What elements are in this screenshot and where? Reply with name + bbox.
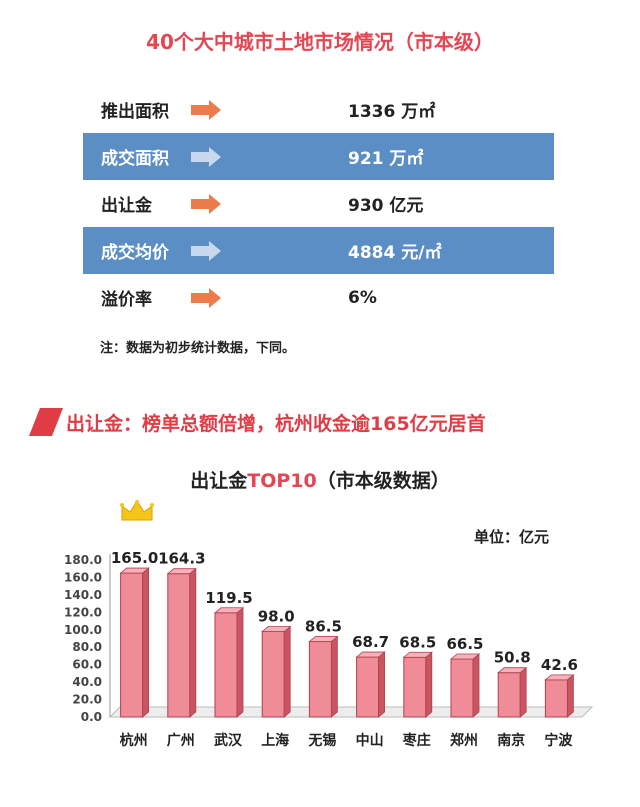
y-tick-label: 180.0 [64, 553, 102, 567]
bar-top [449, 653, 481, 660]
stat-value: 921 万㎡ [348, 149, 424, 169]
bar [544, 679, 568, 718]
data-label: 86.5 [305, 618, 342, 636]
y-tick-label: 40.0 [72, 675, 102, 689]
stat-value: 4884 元/㎡ [348, 243, 442, 263]
x-tick-label: 宁波 [544, 732, 573, 749]
y-tick-label: 0.0 [81, 710, 102, 724]
data-note: 注：数据为初步统计数据，下同。 [100, 341, 296, 356]
bar-side [472, 653, 480, 718]
stat-value: 930 亿元 [348, 196, 424, 216]
stat-label: 推出面积 [101, 102, 169, 122]
bar-side [330, 635, 338, 718]
bar-side [519, 666, 527, 718]
bar-side [189, 567, 197, 718]
bar-side [236, 606, 244, 718]
crown-icon [120, 500, 154, 521]
right-arrow-icon [191, 100, 221, 120]
data-label: 119.5 [205, 589, 252, 607]
stat-value: 6% [348, 287, 377, 308]
y-tick-label: 140.0 [64, 588, 102, 602]
chart-title-part2: TOP10 [247, 470, 317, 492]
data-label: 50.8 [494, 649, 531, 667]
parallelogram-icon [29, 408, 63, 436]
x-tick-label: 南京 [497, 732, 525, 749]
y-tick-label: 20.0 [72, 693, 102, 707]
bar-top [544, 674, 575, 681]
x-tick-label: 枣庄 [402, 732, 431, 749]
data-label: 42.6 [541, 656, 578, 674]
bar [167, 573, 191, 718]
stat-label: 出让金 [101, 196, 152, 216]
y-tick-label: 100.0 [64, 623, 102, 637]
y-tick-label: 60.0 [72, 658, 102, 672]
unit-label: 单位：亿元 [474, 528, 550, 546]
bar [214, 612, 238, 718]
x-tick-label: 郑州 [450, 732, 478, 749]
data-label: 164.3 [158, 550, 205, 568]
bar [497, 672, 521, 718]
bar-top [261, 626, 292, 632]
bar-top [402, 651, 433, 658]
data-label: 98.0 [258, 608, 295, 626]
bar [120, 572, 144, 718]
x-tick-label: 中山 [356, 732, 384, 749]
bar-side [425, 651, 433, 718]
x-tick-label: 广州 [167, 732, 195, 749]
bar [403, 656, 427, 718]
page-title: 40个大中城市土地市场情况（市本级） [146, 30, 494, 54]
stats-table: 推出面积 1336 万㎡ 成交面积 921 万㎡ 出让金 930 亿元 成交均价… [83, 86, 554, 321]
y-tick-label: 80.0 [72, 640, 102, 654]
y-tick-label: 120.0 [64, 605, 102, 619]
bar [450, 658, 474, 718]
bar-top [497, 667, 528, 674]
data-label: 165.0 [111, 549, 158, 567]
bar [356, 656, 380, 718]
stat-label: 溢价率 [101, 290, 152, 310]
bar-side [567, 673, 574, 718]
x-tick-label: 杭州 [120, 732, 148, 749]
section-banner: 出让金：榜单总额倍增，杭州收金逾165亿元居首 [66, 413, 486, 435]
y-tick-label: 160.0 [64, 570, 102, 584]
bar-side [142, 567, 150, 718]
x-tick-label: 上海 [261, 732, 289, 749]
bar [308, 641, 332, 718]
chart-title-part1: 出让金 [190, 470, 248, 492]
bar-side [378, 651, 386, 718]
right-arrow-icon [191, 288, 221, 308]
chart-title: 出让金TOP10（市本级数据） [0, 466, 640, 493]
stat-row-supply-area: 推出面积 1336 万㎡ [83, 86, 554, 133]
bar-top [119, 567, 150, 574]
bar-side [283, 625, 291, 718]
data-label: 68.7 [352, 633, 389, 651]
right-arrow-icon [191, 241, 221, 261]
bar-top [355, 651, 386, 658]
data-label: 68.5 [399, 633, 436, 651]
right-arrow-icon [191, 147, 221, 167]
stat-row-deal-area: 成交面积 921 万㎡ [83, 133, 554, 180]
x-tick-label: 无锡 [307, 732, 336, 749]
stat-row-premium-rate: 溢价率 6% [83, 274, 554, 321]
right-arrow-icon [191, 194, 221, 214]
stat-value: 1336 万㎡ [348, 102, 436, 122]
data-label: 66.5 [446, 635, 483, 653]
bar [261, 631, 285, 718]
stat-label: 成交均价 [101, 243, 169, 263]
chart-title-part3: （市本级数据） [316, 470, 450, 492]
stat-row-transfer-fee: 出让金 930 亿元 [83, 180, 554, 227]
x-tick-label: 武汉 [214, 732, 243, 749]
bar-chart: 0.0 20.0 40.0 60.0 80.0 100.0 120.0 140.0 160.0 1… [64, 549, 594, 749]
bar-top [213, 607, 245, 614]
bar-top [308, 636, 339, 642]
stat-label: 成交面积 [101, 149, 169, 169]
bar-top [166, 568, 197, 575]
stat-row-avg-price: 成交均价 4884 元/㎡ [83, 227, 554, 274]
